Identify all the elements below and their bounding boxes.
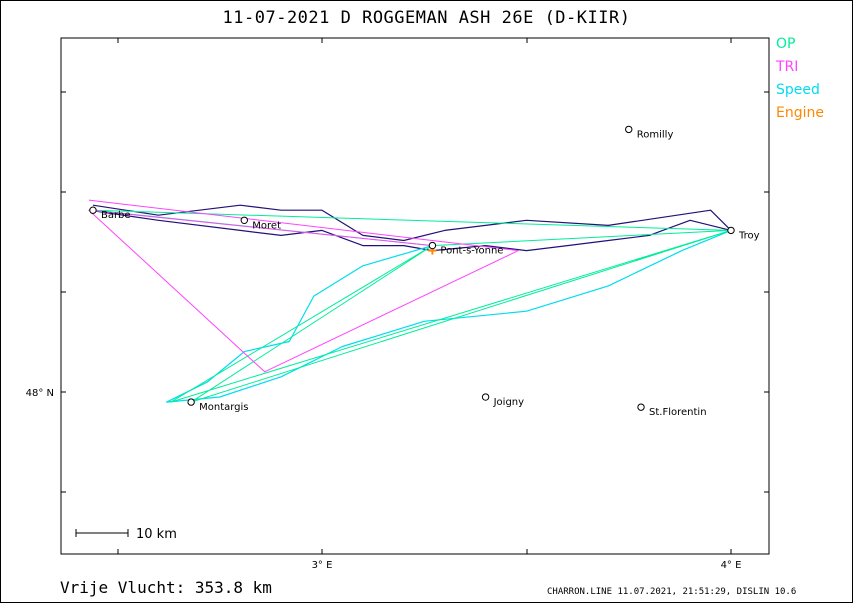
town-label: Barbe <box>101 210 131 221</box>
town-marker <box>89 206 97 214</box>
town-marker <box>428 241 437 250</box>
legend: OP TRI Speed Engine <box>776 33 824 125</box>
scale-bar-label: 10 km <box>136 527 177 542</box>
town-marker <box>637 403 645 411</box>
routes <box>88 199 732 403</box>
legend-item-engine: Engine <box>776 105 824 121</box>
town-marker <box>187 398 195 406</box>
footer-info: CHARRON.LINE 11.07.2021, 21:51:29, DISLI… <box>547 587 797 597</box>
town-marker <box>625 125 633 134</box>
town-label: Joigny <box>493 397 525 408</box>
town-label: Montargis <box>199 402 248 413</box>
town-label: Moret <box>252 220 281 231</box>
town-marker <box>240 216 248 225</box>
page-title: 11-07-2021 D ROGGEMAN ASH 26E (D-KIIR) <box>222 8 631 28</box>
legend-item-tri: TRI <box>776 59 799 75</box>
legend-item-op: OP <box>776 36 796 52</box>
town-label: Troy <box>738 230 760 241</box>
town-label: Romilly <box>637 129 674 140</box>
distance-label: Vrije Vlucht: 353.8 km <box>60 578 272 597</box>
town-marker <box>481 393 490 401</box>
x-tick-label: 4° E <box>721 560 742 571</box>
flight-track <box>88 204 732 252</box>
tri-route <box>88 199 519 373</box>
legend-item-speed: Speed <box>776 82 820 98</box>
x-tick-label: 3° E <box>312 560 333 571</box>
axis-ticks: 3° E 4° E 48° N <box>26 38 769 571</box>
towns: Romilly Barbe Moret Troy Pont-s-Yonne Montarg… <box>89 125 760 418</box>
town-label: Pont-s-Yonne <box>440 246 503 257</box>
op-route <box>92 209 732 403</box>
map-area <box>60 37 770 555</box>
y-tick-label: 48° N <box>26 388 54 399</box>
scale-bar: 10 km <box>75 527 177 542</box>
town-label: St.Florentin <box>649 407 707 418</box>
town-marker <box>727 226 735 235</box>
speed-track <box>166 229 732 403</box>
